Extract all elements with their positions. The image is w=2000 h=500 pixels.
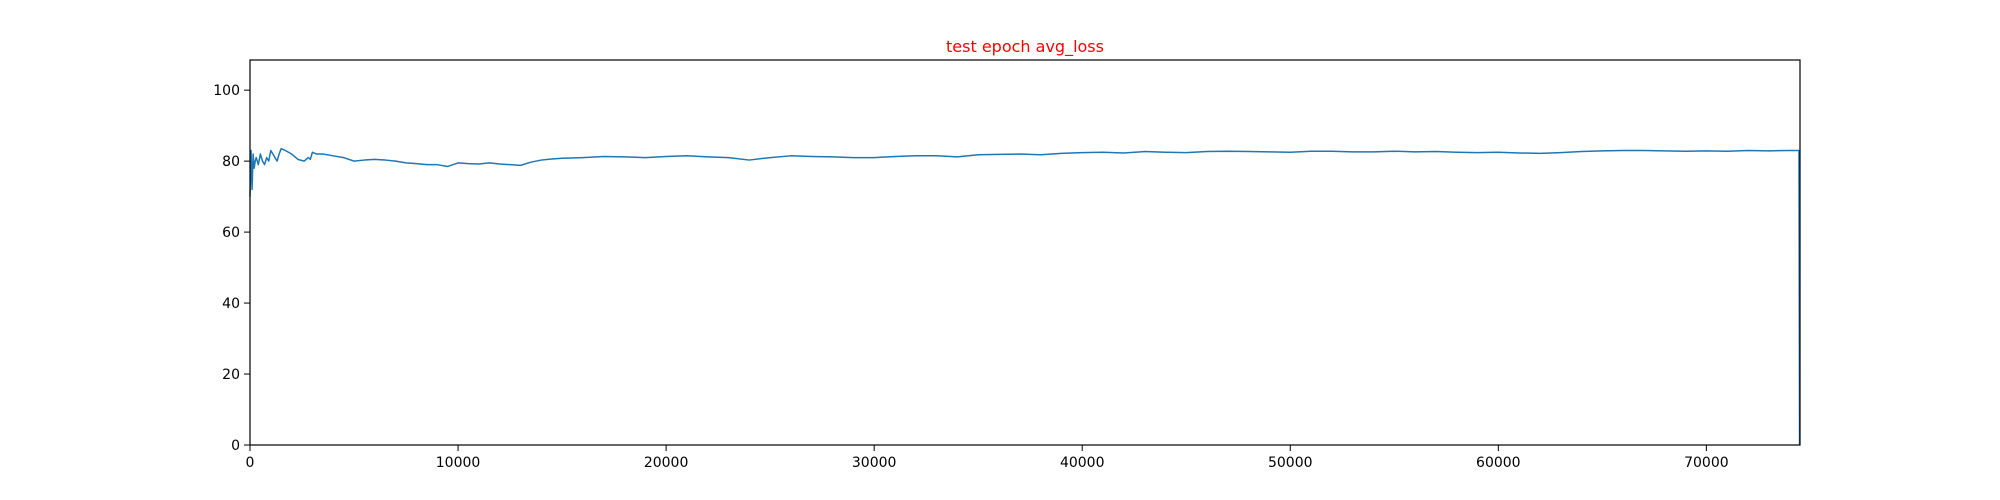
x-tick-label: 0 [246, 455, 255, 471]
plot-area [249, 147, 1801, 446]
y-tick-label: 40 [222, 296, 240, 312]
x-tick-label: 40000 [1060, 455, 1105, 471]
chart-title: test epoch avg_loss [946, 37, 1104, 57]
x-tick-label: 60000 [1476, 455, 1521, 471]
x-tick-label: 10000 [436, 455, 481, 471]
x-tick-label: 20000 [644, 455, 689, 471]
y-tick-label: 60 [222, 225, 240, 241]
y-tick-label: 100 [213, 83, 240, 99]
y-axis: 0 20 40 60 80 100 [213, 83, 250, 454]
y-tick-label: 0 [231, 438, 240, 454]
axes-frame [249, 59, 1801, 446]
y-tick-label: 80 [222, 154, 240, 170]
x-axis: 0 10000 20000 30000 40000 50000 60000 70000 [246, 445, 1729, 471]
x-tick-label: 70000 [1684, 455, 1729, 471]
x-tick-label: 30000 [852, 455, 897, 471]
series-line [249, 147, 1801, 446]
y-tick-label: 20 [222, 367, 240, 383]
x-tick-label: 50000 [1268, 455, 1313, 471]
